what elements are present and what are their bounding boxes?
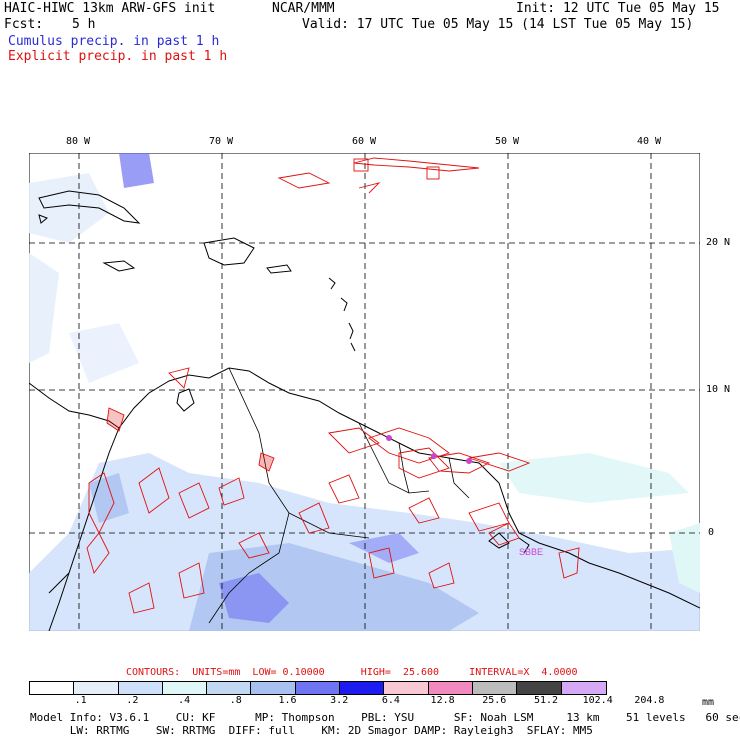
fcst-label: Fcst: bbox=[4, 17, 44, 32]
high-precip-markers bbox=[386, 435, 472, 464]
colorbar-level-label: 12.8 bbox=[430, 695, 455, 706]
colorbar-swatch bbox=[472, 682, 518, 694]
valid-time: Valid: 17 UTC Tue 05 May 15 (14 LST Tue … bbox=[302, 17, 694, 32]
colorbar-units: mm bbox=[702, 697, 715, 708]
colorbar-swatch bbox=[74, 682, 119, 694]
lon-label-80w: 80 W bbox=[66, 136, 91, 147]
model-info-line2: LW: RRTMG SW: RRTMG DIFF: full KM: 2D Sm… bbox=[30, 724, 593, 737]
lat-label-0: 0 bbox=[708, 527, 715, 538]
colorbar-swatch bbox=[428, 682, 473, 694]
legend-cumulus: Cumulus precip. in past 1 h bbox=[8, 34, 220, 49]
lon-label-40w: 40 W bbox=[637, 136, 662, 147]
colorbar-swatch bbox=[30, 682, 75, 694]
contours-info: CONTOURS: UNITS=mm LOW= 0.10000 HIGH= 25… bbox=[126, 667, 578, 678]
colorbar-swatch bbox=[340, 682, 385, 694]
precip-map: SBBE bbox=[29, 153, 700, 631]
colorbar-swatch bbox=[517, 682, 562, 694]
colorbar-level-label: 51.2 bbox=[533, 695, 559, 706]
station-label-sbbe: SBBE bbox=[519, 547, 543, 557]
coastlines bbox=[29, 190, 700, 631]
colorbar-level-label: .4 bbox=[178, 695, 191, 706]
colorbar-swatch bbox=[295, 682, 341, 694]
lon-label-60w: 60 W bbox=[352, 136, 377, 147]
model-title: HAIC-HIWC 13km ARW-GFS init bbox=[4, 1, 216, 16]
lat-label-10n: 10 N bbox=[706, 384, 731, 395]
colorbar-level-label: 204.8 bbox=[634, 695, 665, 706]
colorbar-level-label: 25.6 bbox=[482, 695, 507, 706]
colorbar bbox=[29, 681, 607, 695]
lat-label-20n: 20 N bbox=[706, 237, 731, 248]
colorbar-swatch bbox=[384, 682, 429, 694]
colorbar-swatch bbox=[162, 682, 208, 694]
colorbar-level-label: .1 bbox=[74, 695, 87, 706]
explicit-precip-contours bbox=[86, 157, 580, 614]
fcst-value: 5 h bbox=[72, 17, 96, 32]
init-time: Init: 12 UTC Tue 05 May 15 bbox=[516, 1, 720, 16]
colorbar-level-label: 1.6 bbox=[278, 695, 297, 706]
colorbar-level-label: .8 bbox=[229, 695, 242, 706]
legend-explicit: Explicit precip. in past 1 h bbox=[8, 49, 228, 64]
colorbar-swatch bbox=[561, 682, 606, 694]
cumulus-precip-shading bbox=[29, 153, 700, 631]
colorbar-level-label: 3.2 bbox=[330, 695, 349, 706]
colorbar-level-label: .2 bbox=[126, 695, 139, 706]
colorbar-level-label: 6.4 bbox=[381, 695, 400, 706]
grid-lines bbox=[29, 153, 700, 631]
org-label: NCAR/MMM bbox=[272, 1, 335, 16]
colorbar-swatch bbox=[207, 682, 252, 694]
model-info-line1: Model Info: V3.6.1 CU: KF MP: Thompson P… bbox=[30, 711, 740, 724]
colorbar-swatch bbox=[251, 682, 296, 694]
colorbar-swatch bbox=[118, 682, 163, 694]
lon-label-50w: 50 W bbox=[495, 136, 520, 147]
colorbar-level-label: 102.4 bbox=[582, 695, 613, 706]
lon-label-70w: 70 W bbox=[209, 136, 234, 147]
